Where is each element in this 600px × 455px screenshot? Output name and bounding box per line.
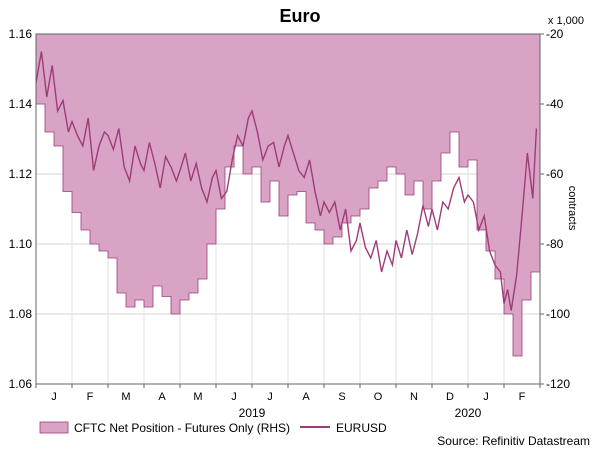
x-month-label: J [483, 391, 489, 403]
legend-swatch-cftc [39, 421, 69, 434]
left-tick-label: 1.06 [9, 377, 33, 391]
x-year-label: 2019 [239, 406, 266, 420]
eurusd-line-series [35, 51, 538, 311]
x-month-label: A [302, 391, 310, 403]
x-month-label: N [410, 391, 418, 403]
x-month-label: M [121, 391, 130, 403]
x-year-label: 2020 [455, 406, 482, 420]
x-month-label: S [338, 391, 345, 403]
x-month-label: J [51, 391, 57, 403]
left-tick-label: 1.08 [9, 307, 33, 321]
right-tick-label: -40 [546, 97, 564, 111]
x-month-label: D [446, 391, 454, 403]
x-month-label: F [519, 391, 526, 403]
chart-title: Euro [279, 6, 320, 26]
left-tick-label: 1.10 [9, 237, 33, 251]
right-tick-label: -100 [546, 307, 570, 321]
x-month-label: J [231, 391, 237, 403]
left-tick-label: 1.14 [9, 97, 33, 111]
plot-frame [35, 33, 541, 385]
right-tick-label: -120 [546, 377, 570, 391]
x-month-label: O [374, 391, 383, 403]
right-tick-label: -80 [546, 237, 564, 251]
right-tick-label: -20 [546, 27, 564, 41]
right-axis-multiplier: x 1,000 [548, 15, 584, 27]
left-tick-label: 1.12 [9, 167, 33, 181]
x-month-label: F [87, 391, 94, 403]
legend-label-eurusd: EURUSD [336, 421, 387, 435]
right-tick-label: -60 [546, 167, 564, 181]
left-tick-label: 1.16 [9, 27, 33, 41]
x-month-label: A [158, 391, 166, 403]
legend-label-cftc: CFTC Net Position - Futures Only (RHS) [74, 421, 290, 435]
cftc-area-series [35, 33, 541, 357]
right-axis-label: contracts [566, 186, 578, 231]
x-month-label: M [193, 391, 202, 403]
x-month-label: J [267, 391, 273, 403]
source-note: Source: Refinitiv Datastream [437, 434, 590, 448]
